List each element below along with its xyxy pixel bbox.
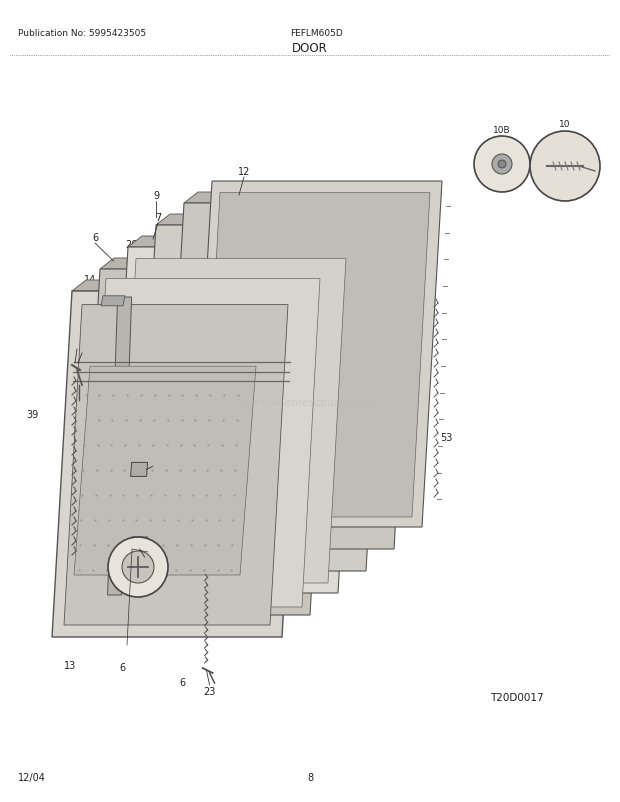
- Text: 60B: 60B: [128, 563, 144, 572]
- Text: DOOR: DOOR: [292, 42, 328, 55]
- Polygon shape: [184, 192, 428, 204]
- Text: 4: 4: [110, 290, 116, 300]
- Text: Publication No: 5995423505: Publication No: 5995423505: [18, 28, 146, 38]
- Polygon shape: [202, 193, 430, 517]
- Polygon shape: [100, 410, 211, 434]
- Text: 17: 17: [138, 284, 150, 294]
- Circle shape: [498, 160, 506, 168]
- Text: 39: 39: [26, 410, 38, 420]
- Text: 53: 53: [440, 432, 452, 443]
- Circle shape: [530, 132, 600, 202]
- Polygon shape: [108, 298, 131, 595]
- Polygon shape: [136, 225, 386, 571]
- Polygon shape: [52, 292, 302, 638]
- Polygon shape: [88, 279, 320, 607]
- Polygon shape: [80, 269, 330, 615]
- Text: ereplacementparts.com: ereplacementparts.com: [243, 398, 377, 407]
- Polygon shape: [164, 204, 414, 549]
- Polygon shape: [108, 248, 358, 593]
- Polygon shape: [131, 463, 148, 477]
- Polygon shape: [100, 259, 344, 269]
- Text: 23: 23: [203, 687, 216, 696]
- Text: 6: 6: [179, 677, 185, 687]
- Polygon shape: [131, 537, 148, 549]
- Text: 20: 20: [285, 373, 297, 383]
- Text: 10: 10: [559, 119, 571, 129]
- Circle shape: [474, 137, 530, 192]
- Text: 53: 53: [80, 342, 92, 353]
- Circle shape: [492, 155, 512, 175]
- Text: 14A: 14A: [143, 558, 162, 569]
- Text: 8: 8: [368, 429, 374, 439]
- Polygon shape: [72, 281, 316, 292]
- Text: 12/04: 12/04: [18, 772, 46, 782]
- Polygon shape: [192, 182, 442, 528]
- Text: 7: 7: [155, 213, 161, 223]
- Text: 8: 8: [307, 772, 313, 782]
- Text: 55: 55: [157, 573, 170, 582]
- Text: 13: 13: [64, 660, 76, 670]
- Polygon shape: [156, 215, 400, 225]
- Text: 55: 55: [154, 460, 167, 470]
- Text: 6: 6: [119, 662, 125, 672]
- Text: 17: 17: [353, 452, 366, 462]
- Text: 20: 20: [125, 239, 137, 249]
- Circle shape: [108, 537, 168, 597]
- Polygon shape: [128, 237, 372, 248]
- Text: 6: 6: [92, 233, 98, 243]
- Text: 12: 12: [238, 167, 250, 176]
- Text: 23: 23: [71, 338, 83, 349]
- Text: 14: 14: [84, 274, 96, 284]
- Text: 9: 9: [153, 191, 159, 200]
- Polygon shape: [64, 306, 288, 626]
- Polygon shape: [101, 297, 125, 306]
- Text: 10B: 10B: [493, 126, 511, 135]
- Circle shape: [122, 551, 154, 583]
- Text: T20D0017: T20D0017: [490, 692, 544, 702]
- Polygon shape: [74, 367, 256, 575]
- Polygon shape: [118, 259, 346, 583]
- Text: FEFLM605D: FEFLM605D: [290, 28, 343, 38]
